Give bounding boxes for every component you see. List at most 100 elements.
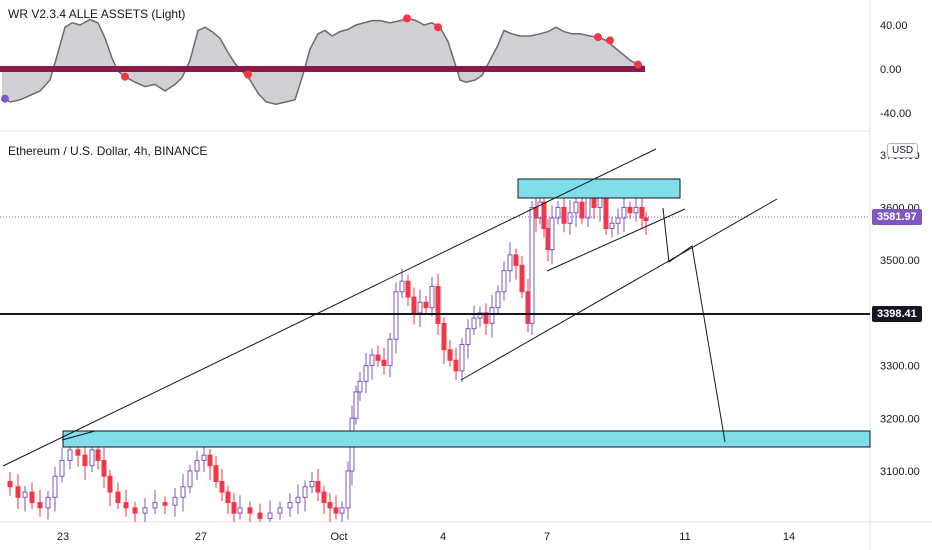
candle: [357, 371, 363, 401]
candle: [315, 468, 321, 501]
candle: [519, 255, 525, 299]
indicator-signal-dot: [403, 14, 411, 23]
symbol-title[interactable]: Ethereum / U.S. Dollar, 4h, BINANCE: [8, 144, 208, 158]
candle: [533, 197, 539, 233]
candle: [615, 208, 621, 235]
time-axis: 23 27 Oct 4 7 11 14: [57, 531, 795, 543]
time-axis-label: 11: [679, 531, 690, 543]
candle: [101, 447, 107, 488]
candle: [194, 450, 200, 480]
candle: [621, 194, 627, 233]
support-zone[interactable]: [62, 430, 871, 448]
candle: [549, 205, 555, 264]
indicator-signal-dot: [634, 60, 642, 69]
candle: [447, 340, 453, 367]
candle: [287, 493, 293, 517]
price-axis-label: 3100.00: [880, 466, 920, 478]
candle: [302, 480, 308, 512]
candle: [423, 295, 429, 314]
candle: [435, 273, 441, 335]
candle: [363, 352, 369, 393]
candle: [405, 274, 411, 307]
candle: [45, 490, 51, 520]
price-axis-label: 3200.00: [880, 413, 920, 425]
channel-lower-anchor[interactable]: [61, 430, 96, 441]
time-axis-label: Oct: [330, 531, 347, 543]
candle: [573, 195, 579, 227]
time-axis-label: 4: [440, 531, 446, 543]
candle: [555, 201, 561, 225]
candle: [152, 489, 158, 515]
candle: [375, 345, 381, 367]
resistance-zone[interactable]: [517, 178, 681, 199]
currency-badge[interactable]: USD: [887, 143, 919, 158]
indicator-signal-dot: [244, 70, 252, 79]
current-price-badge: 3581.97: [872, 209, 922, 225]
indicator-axis: 40.00 0.00 -40.00: [880, 20, 911, 120]
candle: [545, 219, 551, 262]
candle: [387, 332, 393, 378]
channel-lower-trendline[interactable]: [460, 198, 778, 381]
candle: [37, 489, 43, 517]
projection-path[interactable]: [662, 207, 726, 443]
candle: [561, 197, 567, 233]
candle: [429, 277, 435, 317]
candle: [369, 348, 375, 380]
candle: [525, 279, 531, 333]
candle: [353, 385, 359, 425]
indicator-axis-label: -40.00: [880, 108, 911, 120]
candle: [59, 447, 65, 483]
indicator-signal-dot: [606, 36, 614, 45]
indicator-title[interactable]: WR V2.3.4 ALLE ASSETS (Light): [8, 7, 186, 21]
candle: [609, 216, 615, 238]
candle: [187, 464, 193, 494]
candle: [247, 501, 253, 522]
candle: [529, 201, 535, 335]
candle: [67, 443, 73, 470]
candle: [639, 194, 645, 230]
candle: [180, 474, 186, 512]
candle: [441, 317, 447, 364]
candle: [29, 482, 35, 509]
candle: [345, 461, 351, 520]
candle: [471, 305, 477, 335]
candle: [237, 495, 243, 520]
indicator-line: [1, 17, 646, 105]
candle: [7, 472, 13, 496]
candle: [219, 468, 225, 501]
candle: [22, 485, 28, 512]
candlestick-series[interactable]: [7, 184, 649, 522]
candle: [399, 268, 405, 299]
indicator-axis-label: 40.00: [880, 20, 908, 32]
candle: [123, 489, 129, 517]
indicator-signal-dot: [434, 23, 442, 32]
candle: [459, 338, 465, 383]
price-axis-label: 3300.00: [880, 361, 920, 373]
candle: [501, 261, 507, 301]
indicator-area: [2, 18, 645, 105]
candle: [142, 498, 148, 522]
channel-upper-trendline[interactable]: [2, 148, 657, 467]
rising-wedge-line[interactable]: [546, 208, 686, 272]
candle: [82, 442, 88, 480]
candle: [207, 448, 213, 480]
candle: [513, 248, 519, 280]
candle: [495, 285, 501, 314]
indicator-pane[interactable]: [0, 14, 646, 105]
candle: [115, 482, 121, 509]
candle: [277, 501, 283, 520]
candle: [213, 456, 219, 488]
candle: [162, 496, 168, 515]
indicator-zero-band: [0, 66, 645, 72]
indicator-signal-dot: [1, 94, 9, 103]
price-axis-label: 3500.00: [880, 255, 920, 267]
candle: [339, 501, 345, 522]
candle: [172, 487, 178, 517]
candle: [257, 503, 263, 522]
candle: [417, 289, 423, 328]
candle: [483, 303, 489, 335]
candle: [465, 319, 471, 359]
indicator-signal-dot: [594, 33, 602, 42]
candle: [633, 197, 639, 222]
